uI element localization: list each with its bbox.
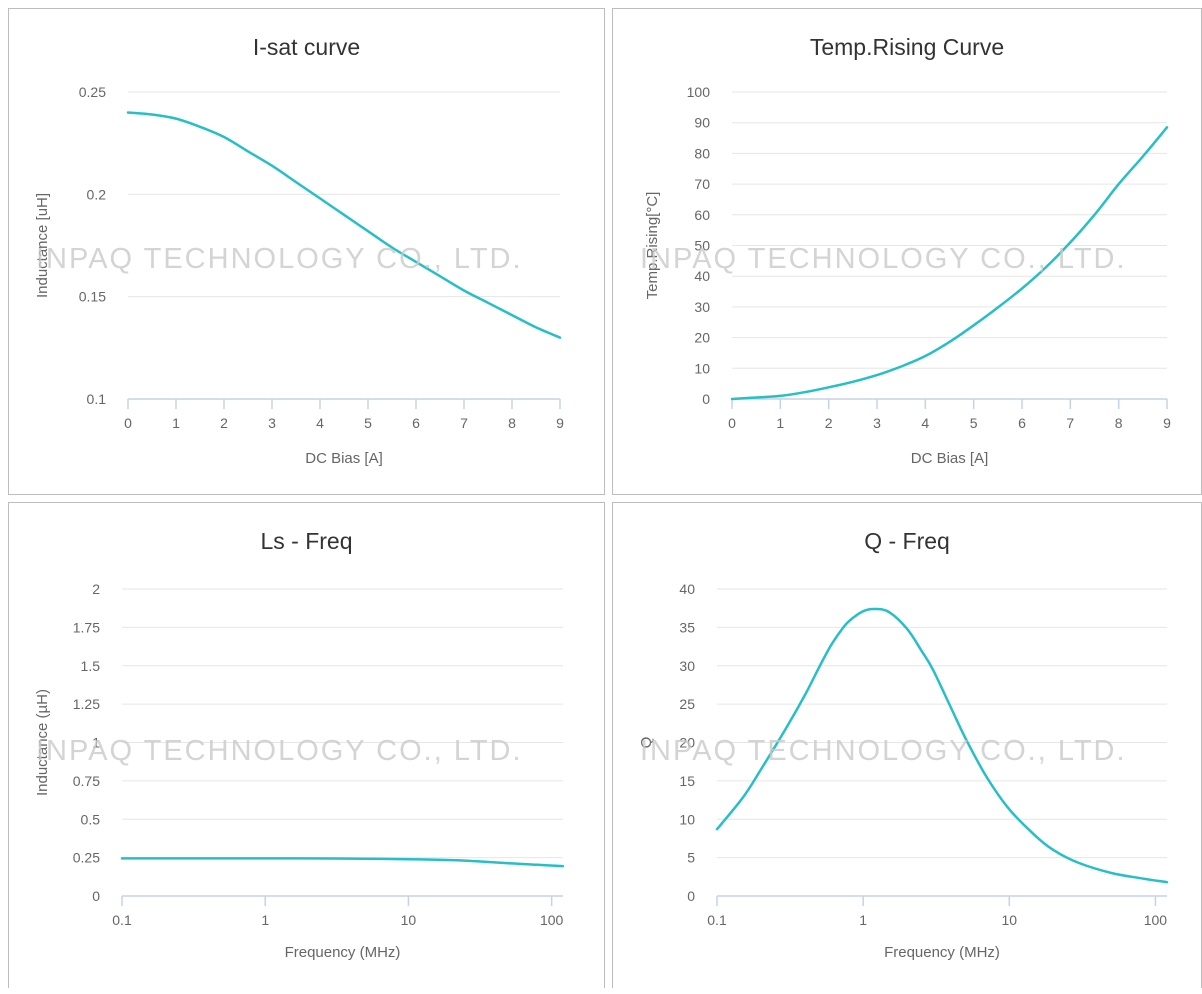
- y-tick-label: 1: [92, 735, 100, 751]
- y-tick-label: 30: [679, 658, 695, 674]
- x-tick-label: 0: [728, 415, 736, 431]
- chart-title: Q - Freq: [864, 528, 950, 554]
- chart-title: I-sat curve: [253, 34, 360, 60]
- y-tick-label: 35: [679, 619, 695, 635]
- y-tick-label: 0: [702, 391, 710, 407]
- x-tick-label: 10: [1001, 912, 1017, 928]
- y-tick-label: 0: [687, 888, 695, 904]
- series-line: [730, 126, 1169, 401]
- y-tick-label: 90: [694, 115, 710, 131]
- chart-temp-rising-svg: Temp.Rising Curve 0 10 20 30 40 50 60 70 80 90 100 0…: [644, 34, 1171, 467]
- x-tick-label: 0.1: [112, 912, 132, 928]
- x-tick-label: 100: [540, 912, 564, 928]
- chart-q-freq-svg: Q - Freq 0 5 10 15 20 25 30 35 40 0.1 1 10 100 Frequen…: [638, 528, 1169, 961]
- chart-panel-ls-freq: Ls - Freq 0 0.25 0.5 0.75 1 1.25 1.5 1.75 2 0.1 1 10…: [8, 502, 605, 988]
- y-tick-label: 0.1: [87, 391, 107, 407]
- x-tick-label: 1: [859, 912, 867, 928]
- y-tick-label: 2: [92, 581, 100, 597]
- x-tick-label: 8: [508, 415, 516, 431]
- series-line: [120, 857, 565, 868]
- x-tick-label: 1: [172, 415, 180, 431]
- x-tick-label: 3: [873, 415, 881, 431]
- x-tick-label: 100: [1144, 912, 1168, 928]
- chart-panel-temp-rising: Temp.Rising Curve 0 10 20 30 40 50 60 70 80 90 100 0…: [612, 8, 1202, 495]
- chart-title: Temp.Rising Curve: [810, 34, 1004, 60]
- chart-ls-freq-svg: Ls - Freq 0 0.25 0.5 0.75 1 1.25 1.5 1.75 2 0.1 1 10…: [34, 528, 565, 961]
- y-tick-label: 1.5: [81, 658, 101, 674]
- x-axis-label: Frequency (MHz): [285, 944, 401, 961]
- x-tick-label: 9: [1163, 415, 1171, 431]
- y-tick-label: 15: [679, 773, 695, 789]
- y-tick-label: 20: [679, 735, 695, 751]
- y-tick-label: 30: [694, 299, 710, 315]
- y-tick-label: 1.75: [73, 619, 100, 635]
- y-tick-label: 70: [694, 176, 710, 192]
- y-axis-label: Temp.Rising[°C]: [644, 192, 661, 300]
- chart-panel-isat: I-sat curve 0.1 0.15 0.2 0.25 0 1 2 3 4 5 6 7 8 9 DC Bi…: [8, 8, 605, 495]
- y-axis-label: Inductance [uH]: [34, 193, 51, 298]
- x-tick-label: 9: [556, 415, 564, 431]
- y-tick-label: 0.5: [81, 811, 101, 827]
- chart-panel-q-freq: Q - Freq 0 5 10 15 20 25 30 35 40 0.1 1 10 100 Frequen…: [612, 502, 1202, 988]
- y-tick-label: 0.25: [79, 84, 106, 100]
- x-tick-label: 6: [412, 415, 420, 431]
- y-tick-label: 60: [694, 207, 710, 223]
- x-tick-label: 2: [220, 415, 228, 431]
- y-tick-label: 20: [694, 330, 710, 346]
- x-tick-label: 3: [268, 415, 276, 431]
- x-axis-label: DC Bias [A]: [911, 450, 989, 467]
- y-axis-label: Inductance (µH): [34, 689, 51, 796]
- y-axis-label: Q: [638, 737, 655, 749]
- y-tick-label: 0.75: [73, 773, 100, 789]
- y-tick-label: 0.2: [87, 186, 107, 202]
- x-tick-label: 1: [776, 415, 784, 431]
- y-tick-label: 100: [687, 84, 711, 100]
- x-tick-label: 7: [1066, 415, 1074, 431]
- x-tick-label: 1: [261, 912, 269, 928]
- x-tick-label: 5: [364, 415, 372, 431]
- y-tick-label: 5: [687, 850, 695, 866]
- x-axis-label: DC Bias [A]: [305, 450, 383, 467]
- series-line: [715, 607, 1169, 884]
- y-tick-label: 0: [92, 888, 100, 904]
- y-tick-label: 50: [694, 238, 710, 254]
- x-tick-label: 6: [1018, 415, 1026, 431]
- x-tick-label: 10: [401, 912, 417, 928]
- y-tick-label: 40: [694, 268, 710, 284]
- y-tick-label: 0.25: [73, 850, 100, 866]
- x-tick-label: 8: [1115, 415, 1123, 431]
- x-tick-label: 7: [460, 415, 468, 431]
- y-tick-label: 10: [679, 811, 695, 827]
- chart-isat-svg: I-sat curve 0.1 0.15 0.2 0.25 0 1 2 3 4 5 6 7 8 9 DC Bi…: [34, 34, 564, 467]
- x-axis-label: Frequency (MHz): [884, 944, 1000, 961]
- x-tick-label: 4: [316, 415, 324, 431]
- y-tick-label: 0.15: [79, 289, 106, 305]
- x-tick-label: 0.1: [707, 912, 727, 928]
- series-line: [126, 111, 562, 339]
- x-tick-label: 4: [921, 415, 929, 431]
- chart-title: Ls - Freq: [260, 528, 352, 554]
- x-tick-label: 5: [970, 415, 978, 431]
- y-tick-label: 25: [679, 696, 695, 712]
- x-tick-label: 2: [825, 415, 833, 431]
- y-tick-label: 10: [694, 360, 710, 376]
- x-tick-label: 0: [124, 415, 132, 431]
- y-tick-label: 80: [694, 145, 710, 161]
- y-tick-label: 1.25: [73, 696, 100, 712]
- y-tick-label: 40: [679, 581, 695, 597]
